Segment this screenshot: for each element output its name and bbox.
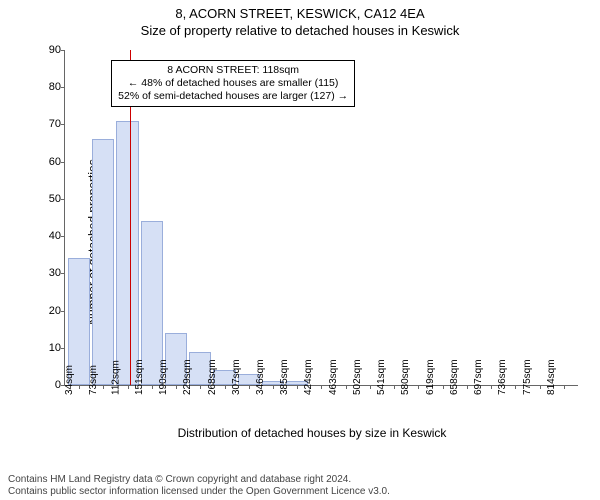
y-tick-label: 20 <box>41 305 61 317</box>
x-tick-mark <box>79 385 80 389</box>
bar-slot: 814sqm <box>552 50 576 385</box>
y-tick-label: 60 <box>41 156 61 168</box>
y-tick-label: 70 <box>41 118 61 130</box>
x-tick-mark <box>564 385 565 389</box>
annotation-line: 52% of semi-detached houses are larger (… <box>118 90 348 103</box>
x-tick-label: 190sqm <box>158 359 169 395</box>
y-tick-label: 90 <box>41 44 61 56</box>
x-tick-label: 541sqm <box>376 359 387 395</box>
x-tick-label: 73sqm <box>88 365 99 395</box>
bar-slot: 541sqm <box>382 50 406 385</box>
x-tick-label: 34sqm <box>64 365 75 395</box>
x-tick-mark <box>249 385 250 389</box>
y-tick-mark <box>61 199 65 200</box>
annotation-line: ← 48% of detached houses are smaller (11… <box>118 77 348 90</box>
footer-line2: Contains public sector information licen… <box>8 486 592 498</box>
x-tick-mark <box>467 385 468 389</box>
y-tick-mark <box>61 87 65 88</box>
x-tick-label: 619sqm <box>425 359 436 395</box>
x-tick-mark <box>491 385 492 389</box>
x-tick-mark <box>103 385 104 389</box>
y-tick-mark <box>61 273 65 274</box>
bar-slot: 619sqm <box>431 50 455 385</box>
y-tick-mark <box>61 236 65 237</box>
x-tick-label: 658sqm <box>449 359 460 395</box>
x-tick-mark <box>176 385 177 389</box>
x-tick-label: 151sqm <box>134 359 145 395</box>
bar-slot: 775sqm <box>527 50 551 385</box>
y-tick-mark <box>61 311 65 312</box>
y-tick-mark <box>61 162 65 163</box>
x-tick-label: 307sqm <box>231 359 242 395</box>
y-tick-label: 0 <box>41 379 61 391</box>
annotation-line: 8 ACORN STREET: 118sqm <box>118 64 348 77</box>
footer-attribution: Contains HM Land Registry data © Crown c… <box>0 474 600 498</box>
y-tick-mark <box>61 385 65 386</box>
x-tick-mark <box>540 385 541 389</box>
x-tick-label: 580sqm <box>401 359 412 395</box>
x-tick-label: 697sqm <box>473 359 484 395</box>
x-tick-label: 502sqm <box>352 359 363 395</box>
x-tick-mark <box>273 385 274 389</box>
x-tick-mark <box>418 385 419 389</box>
x-tick-mark <box>370 385 371 389</box>
bar-slot: 580sqm <box>406 50 430 385</box>
bar-slot: 697sqm <box>479 50 503 385</box>
bar-slot: 34sqm <box>67 50 91 385</box>
x-tick-label: 736sqm <box>498 359 509 395</box>
y-tick-label: 30 <box>41 267 61 279</box>
x-axis-label: Distribution of detached houses by size … <box>38 426 586 440</box>
x-tick-label: 463sqm <box>328 359 339 395</box>
chart-container: Number of detached properties 34sqm73sqm… <box>38 46 586 438</box>
x-tick-label: 814sqm <box>546 359 557 395</box>
y-tick-label: 10 <box>41 342 61 354</box>
bar <box>92 139 114 385</box>
x-tick-mark <box>346 385 347 389</box>
y-tick-mark <box>61 124 65 125</box>
page-title-line2: Size of property relative to detached ho… <box>0 21 600 38</box>
plot-area: 34sqm73sqm112sqm151sqm190sqm229sqm268sqm… <box>64 50 578 386</box>
x-tick-mark <box>321 385 322 389</box>
x-tick-mark <box>297 385 298 389</box>
bar-slot: 736sqm <box>503 50 527 385</box>
x-tick-label: 385sqm <box>279 359 290 395</box>
annotation-box: 8 ACORN STREET: 118sqm← 48% of detached … <box>111 60 355 107</box>
x-tick-mark <box>225 385 226 389</box>
bar-slot: 502sqm <box>358 50 382 385</box>
bar-slot: 658sqm <box>455 50 479 385</box>
x-tick-label: 775sqm <box>522 359 533 395</box>
x-tick-label: 424sqm <box>304 359 315 395</box>
x-tick-mark <box>128 385 129 389</box>
x-tick-mark <box>443 385 444 389</box>
x-tick-mark <box>515 385 516 389</box>
y-tick-mark <box>61 348 65 349</box>
x-tick-mark <box>152 385 153 389</box>
x-tick-label: 112sqm <box>110 360 121 395</box>
x-tick-label: 268sqm <box>207 359 218 395</box>
y-tick-label: 40 <box>41 230 61 242</box>
x-tick-mark <box>394 385 395 389</box>
y-tick-mark <box>61 50 65 51</box>
bar <box>116 121 138 385</box>
y-tick-label: 50 <box>41 193 61 205</box>
y-tick-label: 80 <box>41 81 61 93</box>
footer-line1: Contains HM Land Registry data © Crown c… <box>8 474 592 486</box>
x-tick-label: 346sqm <box>255 359 266 395</box>
x-tick-label: 229sqm <box>182 359 193 395</box>
page-title-line1: 8, ACORN STREET, KESWICK, CA12 4EA <box>0 0 600 21</box>
x-tick-mark <box>200 385 201 389</box>
